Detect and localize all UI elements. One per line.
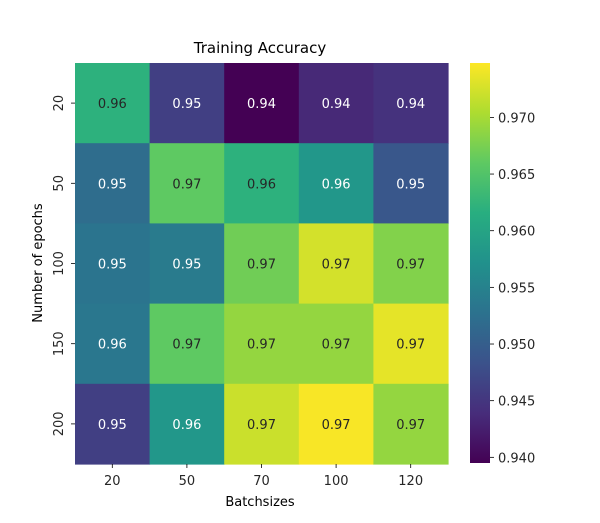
heatmap-cell-r3-c3 bbox=[298, 303, 374, 385]
cell-annotation: 0.96 bbox=[322, 177, 351, 192]
cell-annotation: 0.95 bbox=[172, 97, 201, 112]
cell-annotation: 0.94 bbox=[396, 97, 425, 112]
cell-annotation: 0.97 bbox=[247, 338, 276, 353]
colorbar-ticks: 0.940 0.945 0.950 0.955 0.960 0.965 0.970 bbox=[490, 111, 535, 466]
cell-annotation: 0.97 bbox=[322, 338, 351, 353]
y-tick-label: 200 bbox=[52, 411, 67, 436]
heatmap-cell-r2-c3 bbox=[298, 223, 374, 305]
cell-annotation: 0.94 bbox=[322, 97, 351, 112]
heatmap-cell-r4-c3 bbox=[298, 383, 374, 465]
colorbar-tick-label: 0.970 bbox=[498, 111, 535, 126]
heatmap-cell-r1-c3 bbox=[298, 143, 374, 224]
colorbar-tick-label: 0.945 bbox=[498, 395, 535, 410]
heatmap-cell-r2-c2 bbox=[224, 223, 300, 305]
heatmap-cell-r1-c2 bbox=[224, 143, 300, 224]
cell-annotation: 0.95 bbox=[396, 177, 425, 192]
chart-title: Training Accuracy bbox=[193, 39, 327, 57]
cell-annotations: 0.96 0.95 0.94 0.94 0.94 0.95 0.97 0.96 0.96 0.95… bbox=[98, 97, 425, 433]
cell-annotation: 0.96 bbox=[172, 418, 201, 433]
y-tick-label: 20 bbox=[52, 95, 67, 112]
cell-annotation: 0.97 bbox=[322, 418, 351, 433]
cell-annotation: 0.97 bbox=[172, 177, 201, 192]
heatmap-cell-r4-c4 bbox=[373, 383, 449, 465]
cell-annotation: 0.96 bbox=[98, 97, 127, 112]
colorbar bbox=[470, 63, 490, 463]
heatmap-cell-r3-c2 bbox=[224, 303, 300, 385]
x-tick-label: 120 bbox=[398, 474, 423, 489]
heatmap-cell-r3-c4 bbox=[373, 303, 449, 385]
cell-annotation: 0.97 bbox=[247, 418, 276, 433]
x-tick-label: 70 bbox=[253, 474, 270, 489]
cell-annotation: 0.95 bbox=[98, 177, 127, 192]
cell-annotation: 0.94 bbox=[247, 97, 276, 112]
cell-annotation: 0.96 bbox=[98, 338, 127, 353]
cell-annotation: 0.97 bbox=[172, 338, 201, 353]
cell-annotation: 0.97 bbox=[396, 338, 425, 353]
heatmap-cell-r2-c1 bbox=[149, 223, 225, 305]
heatmap-cell-r4-c0 bbox=[75, 383, 151, 465]
heatmap-cell-r0-c3 bbox=[298, 63, 374, 144]
x-tick-label: 50 bbox=[179, 474, 196, 489]
heatmap-cell-r3-c0 bbox=[75, 303, 151, 385]
colorbar-tick-label: 0.965 bbox=[498, 168, 535, 183]
x-tick-label: 20 bbox=[104, 474, 121, 489]
y-axis-ticks: 20 50 100 150 200 bbox=[52, 95, 75, 436]
y-tick-label: 150 bbox=[52, 331, 67, 356]
cell-annotation: 0.96 bbox=[247, 177, 276, 192]
heatmap-cell-r4-c1 bbox=[149, 383, 225, 465]
colorbar-tick-label: 0.960 bbox=[498, 225, 535, 240]
heatmap-cell-r0-c0 bbox=[75, 63, 151, 144]
cell-annotation: 0.95 bbox=[98, 418, 127, 433]
x-axis-ticks: 20 50 70 100 120 bbox=[104, 464, 423, 489]
cell-annotation: 0.97 bbox=[396, 418, 425, 433]
heatmap-cell-r1-c1 bbox=[149, 143, 225, 224]
cell-annotation: 0.95 bbox=[98, 258, 127, 273]
heatmap-cell-r2-c4 bbox=[373, 223, 449, 305]
heatmap-cell-r1-c4 bbox=[373, 143, 449, 224]
heatmap-cell-r0-c2 bbox=[224, 63, 300, 144]
y-axis-label: Number of epochs bbox=[31, 203, 46, 323]
heatmap-cell-r4-c2 bbox=[224, 383, 300, 465]
heatmap-cell-r0-c4 bbox=[373, 63, 449, 144]
heatmap-cells bbox=[75, 63, 449, 465]
cell-annotation: 0.97 bbox=[322, 258, 351, 273]
colorbar-tick-label: 0.940 bbox=[498, 451, 535, 466]
heatmap-cell-r3-c1 bbox=[149, 303, 225, 385]
heatmap-cell-r2-c0 bbox=[75, 223, 151, 305]
x-tick-label: 100 bbox=[324, 474, 349, 489]
heatmap-cell-r0-c1 bbox=[149, 63, 225, 144]
y-tick-label: 50 bbox=[52, 175, 67, 192]
colorbar-tick-label: 0.955 bbox=[498, 281, 535, 296]
cell-annotation: 0.95 bbox=[172, 258, 201, 273]
colorbar-tick-label: 0.950 bbox=[498, 338, 535, 353]
cell-annotation: 0.97 bbox=[396, 258, 425, 273]
cell-annotation: 0.97 bbox=[247, 258, 276, 273]
y-tick-label: 100 bbox=[52, 251, 67, 276]
heatmap-cell-r1-c0 bbox=[75, 143, 151, 224]
x-axis-label: Batchsizes bbox=[225, 495, 295, 510]
